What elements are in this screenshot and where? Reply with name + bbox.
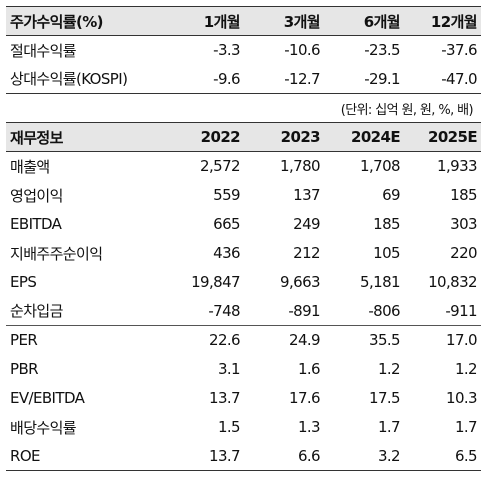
row-label: 절대수익률 <box>10 41 77 60</box>
cell-value: 1,780 <box>280 157 321 176</box>
table-row: 매출액 2,572 1,780 1,708 1,933 <box>6 152 481 181</box>
row-label: 영업이익 <box>10 186 63 205</box>
cell-value: 6.5 <box>404 441 481 471</box>
row-label: EV/EBITDA <box>10 389 85 407</box>
stock-returns-header: 주가수익률(%) 1개월 3개월 6개월 12개월 <box>6 6 481 36</box>
cell-value: -9.6 <box>164 64 244 94</box>
cell-value: 249 <box>293 215 320 233</box>
cell-value: 1.7 <box>377 418 401 436</box>
cell-value: 69 <box>382 186 400 204</box>
table-row: 절대수익률 -3.3 -10.6 -23.5 -37.6 <box>6 36 481 65</box>
cell-value: 1.6 <box>297 360 321 378</box>
header-cell: 1개월 <box>164 6 244 36</box>
cell-value: 5,181 <box>360 273 401 291</box>
header-cell: 3개월 <box>244 6 324 36</box>
cell-value: 3.1 <box>217 360 241 378</box>
cell-value: 24.9 <box>244 325 324 355</box>
cell-value: 1,708 <box>360 157 401 176</box>
table-row: 영업이익 559 137 69 185 <box>6 181 481 210</box>
stock-returns-table: 주가수익률(%) 1개월 3개월 6개월 12개월 절대수익률 -3.3 -10… <box>6 6 481 122</box>
row-label: EPS <box>10 273 37 291</box>
cell-value: 3.2 <box>324 441 404 471</box>
header-cell: 재무정보 <box>6 122 164 152</box>
header-cell: 2023 <box>244 122 324 152</box>
header-cell: 2024E <box>324 122 404 152</box>
cell-value: 436 <box>213 244 240 262</box>
cell-value: 9,663 <box>280 273 321 291</box>
cell-value: -10.6 <box>284 41 320 60</box>
cell-value: 185 <box>450 186 477 204</box>
table-row: EPS 19,847 9,663 5,181 10,832 <box>6 268 481 297</box>
cell-value: 13.7 <box>164 441 244 471</box>
table-row: PBR 3.1 1.6 1.2 1.2 <box>6 355 481 384</box>
financials-table: 재무정보 2022 2023 2024E 2025E 매출액 2,572 1,780… <box>6 122 481 471</box>
cell-value: 22.6 <box>164 325 244 355</box>
cell-value: 1.3 <box>297 418 321 436</box>
cell-value: 1.2 <box>454 360 478 378</box>
cell-value: -806 <box>368 301 400 320</box>
cell-value: 1.2 <box>377 360 401 378</box>
cell-value: 1.7 <box>454 418 478 436</box>
cell-value: 19,847 <box>191 273 240 291</box>
row-label: 매출액 <box>10 157 50 176</box>
cell-value: 665 <box>213 215 240 233</box>
table-row: EV/EBITDA 13.7 17.6 17.5 10.3 <box>6 384 481 413</box>
cell-value: 137 <box>293 186 320 204</box>
cell-value: 2,572 <box>200 157 241 176</box>
cell-value: -29.1 <box>324 64 404 94</box>
table-row: 지배주주순이익 436 212 105 220 <box>6 239 481 268</box>
table-row: PER 22.6 24.9 35.5 17.0 <box>6 325 481 355</box>
cell-value: 105 <box>373 244 400 262</box>
cell-value: 10,832 <box>428 273 477 291</box>
table-row: 순차입금 -748 -891 -806 -911 <box>6 297 481 326</box>
cell-value: 17.6 <box>289 389 321 407</box>
cell-value: -23.5 <box>364 41 400 60</box>
header-cell: 2022 <box>164 122 244 152</box>
row-label: 지배주주순이익 <box>10 244 103 263</box>
unit-note-row: (단위: 십억 원, 원, %, 배) <box>6 94 481 123</box>
table-row: ROE 13.7 6.6 3.2 6.5 <box>6 441 481 471</box>
cell-value: -12.7 <box>244 64 324 94</box>
header-cell: 주가수익률(%) <box>6 6 164 36</box>
unit-note: (단위: 십억 원, 원, %, 배) <box>340 102 474 118</box>
cell-value: -891 <box>288 301 320 320</box>
cell-value: 220 <box>450 244 477 262</box>
row-label: 배당수익률 <box>10 418 77 437</box>
row-label: PER <box>6 325 164 355</box>
cell-value: 559 <box>213 186 240 204</box>
cell-value: -3.3 <box>213 41 240 60</box>
row-label: PBR <box>10 360 39 378</box>
cell-value: 6.6 <box>244 441 324 471</box>
table-row: 배당수익률 1.5 1.3 1.7 1.7 <box>6 413 481 442</box>
cell-value: 212 <box>293 244 320 262</box>
cell-value: 13.7 <box>209 389 241 407</box>
row-label: 순차입금 <box>10 302 63 321</box>
cell-value: -911 <box>445 301 477 320</box>
cell-value: -47.0 <box>404 64 481 94</box>
cell-value: -37.6 <box>441 41 477 60</box>
financial-summary: 주가수익률(%) 1개월 3개월 6개월 12개월 절대수익률 -3.3 -10… <box>0 6 487 504</box>
financials-body-b: PER 22.6 24.9 35.5 17.0 PBR 3.1 1.6 1.2 1.2 EV/EBI… <box>6 325 481 471</box>
cell-value: -748 <box>208 301 240 320</box>
cell-value: 17.0 <box>404 325 481 355</box>
row-label: EBITDA <box>10 215 62 233</box>
cell-value: 1,933 <box>437 157 478 176</box>
header-cell: 2025E <box>404 122 481 152</box>
row-label: ROE <box>6 441 164 471</box>
header-cell: 6개월 <box>324 6 404 36</box>
cell-value: 10.3 <box>446 389 478 407</box>
cell-value: 185 <box>373 215 400 233</box>
cell-value: 35.5 <box>324 325 404 355</box>
table-row: EBITDA 665 249 185 303 <box>6 210 481 239</box>
table-row: 상대수익률(KOSPI) -9.6 -12.7 -29.1 -47.0 <box>6 64 481 94</box>
header-cell: 12개월 <box>404 6 481 36</box>
cell-value: 303 <box>450 215 477 233</box>
financials-body-a: 매출액 2,572 1,780 1,708 1,933 영업이익 559 137 69 185 EB… <box>6 152 481 326</box>
financials-header: 재무정보 2022 2023 2024E 2025E <box>6 122 481 152</box>
row-label: 상대수익률(KOSPI) <box>6 64 164 94</box>
cell-value: 17.5 <box>369 389 401 407</box>
cell-value: 1.5 <box>217 418 241 436</box>
